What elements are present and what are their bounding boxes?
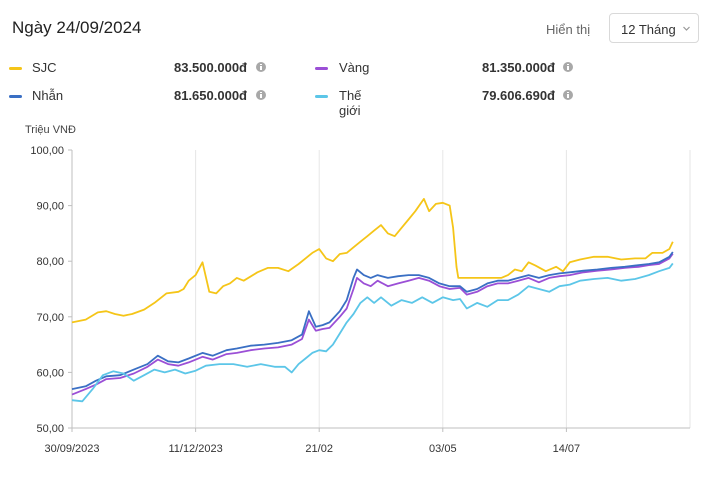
x-tick-label: 21/02 (305, 443, 333, 455)
series-line-nhan (71, 251, 674, 390)
time-range-value: 12 Tháng (621, 22, 676, 37)
y-tick-label: 70,00 (36, 312, 64, 324)
grid-lines (195, 150, 691, 428)
y-tick-label: 60,00 (36, 367, 64, 379)
legend-swatch-the-gioi (315, 95, 328, 98)
series-line-the-gioi (71, 262, 674, 403)
x-tick-label: 03/05 (429, 443, 457, 455)
legend-swatch-sjc (9, 67, 22, 70)
legend-value-the-gioi: 79.606.690đ (481, 88, 555, 103)
legend-name-sjc: SJC (32, 60, 57, 75)
y-axis-unit-label: Triệu VNĐ (25, 124, 76, 136)
x-tick-label: 14/07 (553, 443, 581, 455)
legend-value-nhan: 81.650.000đ (173, 88, 247, 103)
info-icon[interactable] (563, 62, 573, 72)
series-line-sjc (71, 198, 674, 324)
legend-name-the-gioi: Thế giới (339, 88, 362, 118)
y-tick-label: 100,00 (30, 145, 64, 157)
display-label: Hiển thị (546, 22, 591, 37)
info-icon[interactable] (563, 90, 573, 100)
info-icon[interactable] (256, 90, 266, 100)
legend-name-nhan: Nhẫn (32, 88, 64, 103)
info-icon[interactable] (256, 62, 266, 72)
series-lines (71, 198, 674, 403)
legend-swatch-nhan (9, 95, 22, 98)
time-range-select[interactable]: 12 Tháng (609, 13, 699, 43)
tick-labels: 100,00 90,00 80,00 70,00 60,00 50,00 30/09/202… (30, 145, 580, 455)
page-title: Ngày 24/09/2024 (12, 18, 142, 37)
chevron-down-icon (683, 26, 690, 31)
x-tick-label: 11/12/2023 (168, 443, 222, 455)
x-tick-label: 30/09/2023 (44, 443, 99, 455)
legend-swatch-vang (315, 67, 328, 70)
y-tick-label: 90,00 (36, 201, 64, 213)
series-line-vang (71, 253, 674, 396)
y-tick-label: 80,00 (36, 256, 64, 268)
axes (68, 149, 690, 432)
legend-value-vang: 81.350.000đ (481, 60, 555, 75)
legend-value-sjc: 83.500.000đ (173, 60, 247, 75)
y-tick-label: 50,00 (36, 423, 64, 435)
legend-name-vang: Vàng (339, 60, 370, 75)
